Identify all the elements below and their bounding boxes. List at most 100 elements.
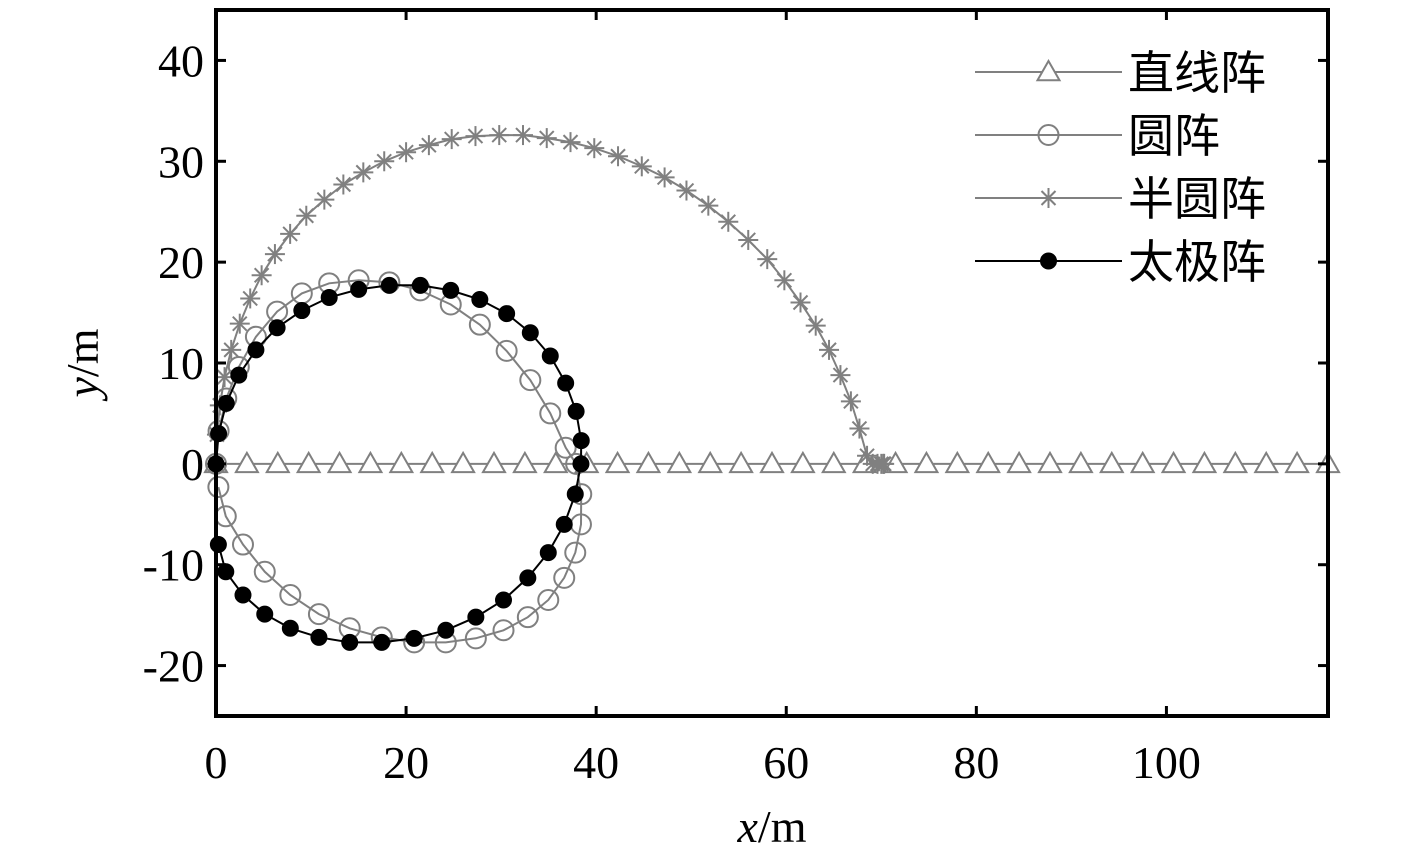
data-point [256, 605, 274, 623]
data-point [357, 450, 384, 474]
data-point [519, 369, 542, 392]
data-point [697, 450, 723, 474]
data-point [498, 305, 516, 323]
data-point [913, 450, 940, 474]
data-point [521, 324, 539, 342]
legend-label: 半圆阵 [1128, 174, 1266, 225]
data-point [805, 315, 826, 336]
x-tick-label: 0 [205, 737, 228, 788]
data-point [554, 436, 577, 459]
plot-area [203, 125, 1341, 654]
data-point [442, 281, 460, 299]
data-point [314, 189, 335, 210]
data-point [210, 425, 228, 443]
data-point [495, 591, 513, 609]
y-tick-label: 40 [158, 35, 204, 86]
y-tick-label: -10 [143, 540, 204, 591]
data-point [268, 319, 286, 337]
legend-item: 太极阵 [975, 237, 1266, 288]
data-point [604, 450, 631, 474]
data-point [698, 195, 719, 216]
data-point [555, 515, 573, 533]
data-point [790, 450, 816, 474]
data-point [353, 162, 374, 183]
data-point [728, 450, 754, 474]
data-point [1160, 450, 1187, 474]
data-point [251, 265, 272, 286]
data-point [373, 633, 391, 651]
data-point [471, 290, 489, 308]
data-point [1037, 450, 1063, 474]
data-point [543, 450, 569, 474]
y-tick-label: -20 [143, 641, 204, 692]
legend-item: 半圆阵 [975, 174, 1266, 225]
data-point [718, 211, 739, 232]
legend-marker [1035, 58, 1062, 82]
data-point [281, 619, 299, 637]
data-point [450, 450, 476, 474]
data-point [295, 450, 322, 474]
data-point [1253, 450, 1279, 474]
data-point [234, 586, 252, 604]
data-point [240, 288, 261, 309]
data-point [635, 450, 662, 474]
data-point [541, 347, 559, 365]
data-point [441, 129, 462, 150]
data-point [209, 536, 227, 554]
data-point [819, 339, 840, 360]
axis-ticks: 0 20 40 60 80 100 -20 -10 0 10 20 30 40 [143, 10, 1328, 788]
data-point [516, 606, 539, 629]
x-tick-label: 60 [763, 737, 809, 788]
data-point [279, 583, 302, 606]
legend-label: 圆阵 [1128, 111, 1220, 162]
y-tick-label: 10 [158, 338, 204, 389]
data-point [464, 627, 487, 650]
data-point [553, 566, 576, 589]
data-point [310, 628, 328, 646]
data-point [388, 450, 415, 474]
data-point [572, 432, 590, 450]
data-point [584, 138, 605, 159]
y-tick-label: 20 [158, 237, 204, 288]
data-point [1284, 450, 1310, 474]
y-tick-label: 30 [158, 136, 204, 187]
data-point [557, 374, 575, 392]
data-point [738, 229, 759, 250]
data-point [1099, 450, 1125, 474]
data-point [264, 244, 285, 265]
data-point [221, 339, 242, 360]
data-point [1222, 450, 1249, 474]
data-point [1191, 450, 1218, 474]
data-point [849, 418, 870, 439]
data-point [296, 205, 317, 226]
data-point [566, 485, 584, 503]
data-point [333, 174, 354, 195]
data-point [539, 402, 562, 425]
data-point [539, 544, 557, 562]
data-point [437, 621, 455, 639]
data-point [231, 533, 254, 556]
data-point [666, 450, 693, 474]
data-point [468, 313, 491, 336]
data-point [830, 365, 851, 386]
data-point [944, 450, 971, 474]
y-axis-label: y/m [57, 328, 108, 401]
data-point [564, 541, 587, 564]
data-point [495, 339, 518, 362]
data-point [489, 125, 510, 146]
legend-item: 直线阵 [975, 48, 1266, 99]
data-point [396, 142, 417, 163]
data-point [247, 341, 265, 359]
data-point [840, 391, 861, 412]
data-point [874, 453, 895, 474]
data-point [481, 450, 507, 474]
data-point [1129, 450, 1156, 474]
legend-marker [1040, 252, 1057, 270]
data-point [537, 589, 560, 612]
data-point [374, 151, 395, 172]
legend-label: 直线阵 [1128, 48, 1266, 99]
x-axis-label: x/m [737, 801, 807, 850]
x-tick-label: 40 [573, 737, 619, 788]
